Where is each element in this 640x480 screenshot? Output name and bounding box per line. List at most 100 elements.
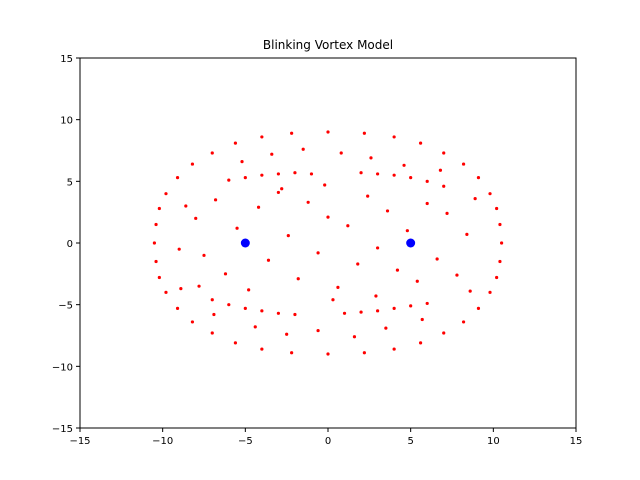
tracer-point xyxy=(442,331,446,335)
x-tick-label: −10 xyxy=(152,436,173,447)
x-tick-label: 15 xyxy=(570,436,583,447)
x-tick-label: 5 xyxy=(407,436,413,447)
tracer-point xyxy=(243,306,247,310)
x-tick-label: −15 xyxy=(69,436,90,447)
tracer-point xyxy=(210,151,214,155)
tracer-point xyxy=(212,312,216,317)
tracer-point xyxy=(177,247,181,251)
tracer-point xyxy=(376,172,380,176)
vortex-point xyxy=(240,238,250,248)
tracer-point xyxy=(276,311,280,315)
tracer-point xyxy=(240,160,244,164)
tracer-point xyxy=(152,241,156,245)
tracer-point xyxy=(392,173,396,177)
tracer-point xyxy=(488,192,492,196)
tracer-point xyxy=(342,311,347,315)
tracer-point xyxy=(366,194,370,198)
tracer-point xyxy=(420,317,424,322)
tracer-point xyxy=(260,135,264,139)
tracer-point xyxy=(210,298,214,302)
tracer-point xyxy=(392,135,396,139)
tracer-point xyxy=(468,289,472,293)
tracer-point xyxy=(455,273,459,277)
tracer-point xyxy=(293,171,297,175)
tracer-point xyxy=(495,275,499,280)
tracer-point xyxy=(247,288,251,292)
tracer-point xyxy=(392,306,396,310)
tracer-point xyxy=(362,351,366,355)
tracer-point xyxy=(326,215,330,219)
tracer-point xyxy=(280,187,284,191)
vortex-point xyxy=(406,238,416,248)
tracer-point xyxy=(376,246,380,250)
tracer-point xyxy=(293,312,297,317)
tracer-point xyxy=(276,190,280,195)
tracer-point xyxy=(184,204,188,208)
tracer-point xyxy=(500,241,504,245)
tracer-point xyxy=(465,232,469,236)
tracer-point xyxy=(369,156,373,160)
tracer-point xyxy=(194,216,198,220)
tracer-point xyxy=(233,341,238,345)
tracer-point xyxy=(164,192,168,196)
y-axis: −15 −10 −5 0 5 10 15 xyxy=(52,54,80,435)
tracer-point xyxy=(346,224,350,228)
tracer-point xyxy=(476,176,481,180)
tracer-point xyxy=(276,172,280,176)
tracer-point xyxy=(409,304,413,308)
tracer-point xyxy=(442,184,446,188)
tracer-point xyxy=(356,262,360,266)
tracer-point xyxy=(233,141,238,145)
tracer-point xyxy=(157,275,161,280)
tracer-point xyxy=(442,151,446,155)
tracer-point xyxy=(331,298,335,302)
tracer-point xyxy=(309,172,314,176)
tracer-point xyxy=(405,229,409,233)
tracer-point xyxy=(336,285,340,289)
tracer-point xyxy=(359,171,363,175)
tracer-point xyxy=(290,131,294,135)
tracer-point xyxy=(223,272,228,276)
tracer-point xyxy=(190,320,195,324)
tracer-point xyxy=(235,226,239,230)
tracer-point xyxy=(473,197,477,201)
tracer-point xyxy=(154,222,158,227)
tracer-point xyxy=(256,205,261,209)
tracer-point xyxy=(409,176,413,180)
tracer-point xyxy=(352,335,357,339)
tracer-point xyxy=(326,130,330,134)
x-axis: −15 −10 −5 0 5 10 15 xyxy=(69,428,582,447)
tracer-point xyxy=(202,253,206,257)
x-tick-label: 10 xyxy=(487,436,500,447)
tracer-point xyxy=(498,222,502,227)
tracer-point xyxy=(376,309,380,313)
tracer-point xyxy=(425,201,429,206)
tracer-point xyxy=(164,290,168,294)
tracer-point xyxy=(301,147,305,151)
y-tick-label: 5 xyxy=(67,177,73,188)
tracer-point xyxy=(438,168,443,172)
tracer-point xyxy=(476,306,481,310)
tracer-point xyxy=(418,141,423,145)
tracer-point xyxy=(498,259,502,264)
tracer-point xyxy=(227,178,231,182)
tracer-point xyxy=(266,258,271,262)
chart-title: Blinking Vortex Model xyxy=(263,38,393,52)
tracer-point xyxy=(392,347,396,351)
tracer-point xyxy=(395,268,400,272)
tracer-point xyxy=(384,326,388,330)
tracer-point xyxy=(175,176,180,180)
tracer-point xyxy=(339,151,343,155)
tracer-point xyxy=(374,294,378,298)
tracer-point xyxy=(488,290,492,294)
tracer-point xyxy=(402,163,406,167)
tracer-point xyxy=(316,251,320,255)
tracer-point xyxy=(418,341,423,345)
tracer-point xyxy=(290,351,294,355)
tracer-point xyxy=(306,200,310,204)
tracer-point xyxy=(326,352,330,356)
tracer-point xyxy=(323,183,327,187)
tracer-point xyxy=(286,234,290,238)
y-tick-label: 15 xyxy=(60,54,73,65)
